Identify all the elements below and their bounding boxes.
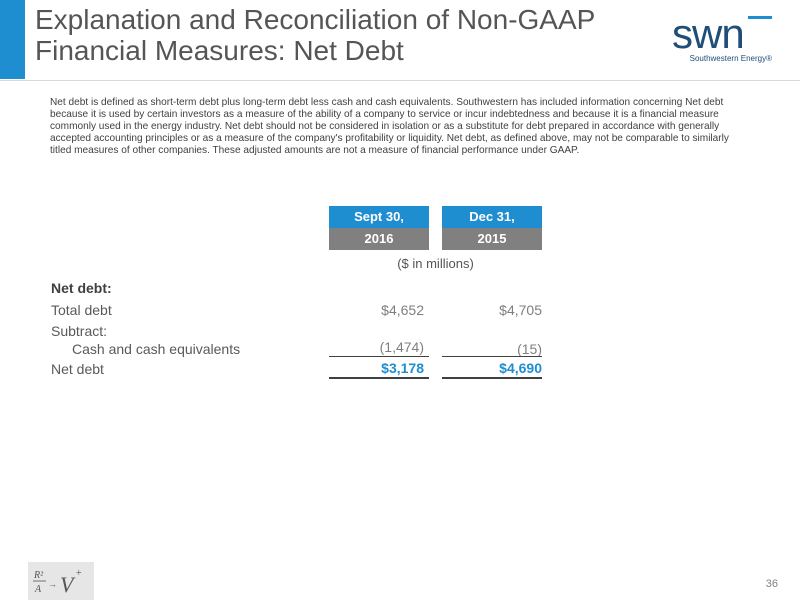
column-header-2016: 2016 bbox=[329, 228, 429, 250]
total-debt-2015: $4,705 bbox=[499, 302, 542, 318]
svg-text:A: A bbox=[34, 584, 42, 595]
page-title: Explanation and Reconciliation of Non-GA… bbox=[35, 4, 635, 66]
page-title-line1: Explanation and Reconciliation of Non-GA… bbox=[35, 4, 596, 35]
svg-text:+: + bbox=[76, 568, 82, 579]
column-header-sept-30: Sept 30, bbox=[329, 206, 429, 228]
row-label-net-debt: Net debt bbox=[51, 361, 104, 377]
company-logo: swn Southwestern Energy® bbox=[668, 8, 778, 70]
net-debt-definition: Net debt is defined as short-term debt p… bbox=[50, 97, 729, 157]
swn-logo-icon: swn bbox=[672, 10, 772, 54]
section-label-net-debt: Net debt: bbox=[51, 280, 112, 296]
formula-logo-icon: R² A → V + bbox=[33, 568, 82, 597]
page-title-line2: Financial Measures: Net Debt bbox=[35, 35, 404, 66]
column-header-2015: 2015 bbox=[442, 228, 542, 250]
total-line-2016 bbox=[329, 377, 429, 379]
cash-2015: (15) bbox=[517, 341, 542, 357]
net-debt-2015: $4,690 bbox=[499, 360, 542, 376]
subtotal-line-2015 bbox=[442, 356, 542, 357]
logo-wordmark: Southwestern Energy® bbox=[689, 54, 772, 63]
column-header-dec-31: Dec 31, bbox=[442, 206, 542, 228]
svg-text:V: V bbox=[60, 572, 76, 597]
units-label: ($ in millions) bbox=[397, 256, 474, 271]
logo-swoosh-icon bbox=[748, 16, 772, 19]
header-divider bbox=[0, 80, 800, 81]
total-line-2015 bbox=[442, 377, 542, 379]
title-accent-bar bbox=[0, 0, 25, 79]
svg-text:→: → bbox=[48, 579, 57, 589]
row-label-cash: Cash and cash equivalents bbox=[72, 341, 241, 357]
total-debt-2016: $4,652 bbox=[381, 302, 424, 318]
page-number: 36 bbox=[765, 578, 778, 590]
svg-text:R²: R² bbox=[33, 570, 44, 581]
row-label-subtract: Subtract: bbox=[51, 323, 108, 339]
cash-2016: (1,474) bbox=[379, 339, 424, 355]
footer-formula-logo: R² A → V + bbox=[28, 562, 94, 600]
net-debt-2016: $3,178 bbox=[381, 360, 424, 376]
subtotal-line-2016 bbox=[329, 356, 429, 357]
logo-mark: swn bbox=[672, 10, 744, 54]
row-label-total-debt: Total debt bbox=[51, 302, 112, 318]
